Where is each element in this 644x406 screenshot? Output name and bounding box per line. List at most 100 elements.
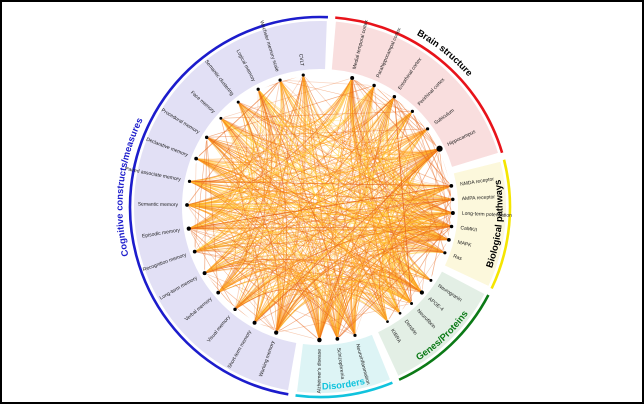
node-dot[interactable] xyxy=(410,109,415,113)
node-label: AMPA receptor xyxy=(462,194,496,202)
node-dot[interactable] xyxy=(436,145,443,152)
chord-link xyxy=(220,117,432,281)
chord-link xyxy=(351,77,452,187)
chord-link xyxy=(187,79,281,206)
chord-link xyxy=(220,110,413,119)
chord-link xyxy=(234,80,281,310)
chord-link xyxy=(383,226,452,314)
chord-link xyxy=(189,181,320,340)
chord-link xyxy=(217,111,413,293)
chord-link xyxy=(254,239,450,324)
node-dot[interactable] xyxy=(274,330,279,335)
category-arc-disorders xyxy=(295,381,393,399)
chord-link xyxy=(411,185,452,227)
chord-link xyxy=(206,85,375,155)
node-dot[interactable] xyxy=(353,333,357,337)
chord-link xyxy=(189,180,452,187)
chord-link xyxy=(366,85,423,293)
node-dot[interactable] xyxy=(256,87,260,91)
node-dot[interactable] xyxy=(425,127,430,131)
category-arc-genes-proteins xyxy=(398,294,490,381)
chord-link xyxy=(206,85,375,138)
node-dot[interactable] xyxy=(335,337,340,341)
chord-link xyxy=(189,180,320,340)
chord-link xyxy=(318,212,453,340)
chord-link xyxy=(275,85,375,334)
chord-link xyxy=(187,198,453,206)
node-dot[interactable] xyxy=(450,210,455,215)
node-dot[interactable] xyxy=(301,73,305,77)
node-dot[interactable] xyxy=(219,116,223,120)
chord-link xyxy=(354,239,450,336)
chord-link xyxy=(187,180,228,206)
chord-link xyxy=(257,88,320,340)
node-dot[interactable] xyxy=(386,320,389,323)
chord-link xyxy=(237,101,388,322)
node-dot[interactable] xyxy=(233,307,237,312)
node-dot[interactable] xyxy=(451,197,455,202)
chord-link xyxy=(237,77,353,124)
chord-link xyxy=(217,96,395,293)
node-dot[interactable] xyxy=(192,249,197,254)
chord-link xyxy=(275,294,388,333)
chord-link xyxy=(188,212,453,230)
node-dot[interactable] xyxy=(419,290,424,295)
chord-layer xyxy=(187,74,453,340)
node-dot[interactable] xyxy=(186,226,191,231)
chord-link xyxy=(204,269,338,340)
chord-link xyxy=(194,185,452,252)
node-dot[interactable] xyxy=(187,179,192,183)
chord-link xyxy=(187,204,412,304)
node-dot[interactable] xyxy=(236,100,240,104)
chord-link xyxy=(194,242,423,293)
node-dot[interactable] xyxy=(372,83,376,88)
node-dot[interactable] xyxy=(392,95,397,99)
chord-link xyxy=(204,185,452,274)
node-dot[interactable] xyxy=(204,135,209,140)
node-dot[interactable] xyxy=(449,184,454,188)
chord-link xyxy=(354,128,428,336)
chord-link xyxy=(279,79,450,241)
node-dot[interactable] xyxy=(216,290,221,295)
chord-link xyxy=(187,204,356,336)
node-dot[interactable] xyxy=(449,224,454,229)
node-dot[interactable] xyxy=(317,337,322,343)
chord-link xyxy=(350,77,388,322)
chord-link xyxy=(275,252,446,333)
chord-link xyxy=(220,77,353,119)
node-dot[interactable] xyxy=(447,237,451,242)
chord-link xyxy=(220,118,277,333)
chord-link xyxy=(302,74,452,187)
chord-link xyxy=(351,77,423,293)
chord-link xyxy=(195,158,412,304)
chord-link xyxy=(254,74,304,323)
chord-link xyxy=(188,227,432,281)
node-dot[interactable] xyxy=(398,311,402,315)
node-dot[interactable] xyxy=(202,271,207,276)
chord-link xyxy=(188,137,232,229)
node-dot[interactable] xyxy=(350,75,355,80)
chord-link xyxy=(188,117,242,230)
node-dot[interactable] xyxy=(278,78,282,82)
chord-link xyxy=(194,158,233,252)
chord-link xyxy=(188,111,413,229)
chord-link xyxy=(351,77,453,214)
chord-link xyxy=(275,280,423,333)
chord-link xyxy=(204,118,256,274)
chord-link xyxy=(189,88,262,182)
chord-link xyxy=(194,250,260,324)
chord-link xyxy=(194,244,247,294)
node-dot[interactable] xyxy=(443,251,447,255)
chord-link xyxy=(220,117,356,336)
chord-link xyxy=(411,199,453,227)
node-dot[interactable] xyxy=(410,301,414,305)
chord-link xyxy=(237,101,413,304)
node-dot[interactable] xyxy=(194,156,198,161)
chord-link xyxy=(220,117,450,241)
chord-link xyxy=(351,77,432,281)
node-dot[interactable] xyxy=(185,203,189,207)
chord-link xyxy=(188,228,320,340)
node-dot[interactable] xyxy=(429,278,433,282)
node-dot[interactable] xyxy=(252,320,257,325)
node-label: NMDA receptor xyxy=(460,176,495,187)
